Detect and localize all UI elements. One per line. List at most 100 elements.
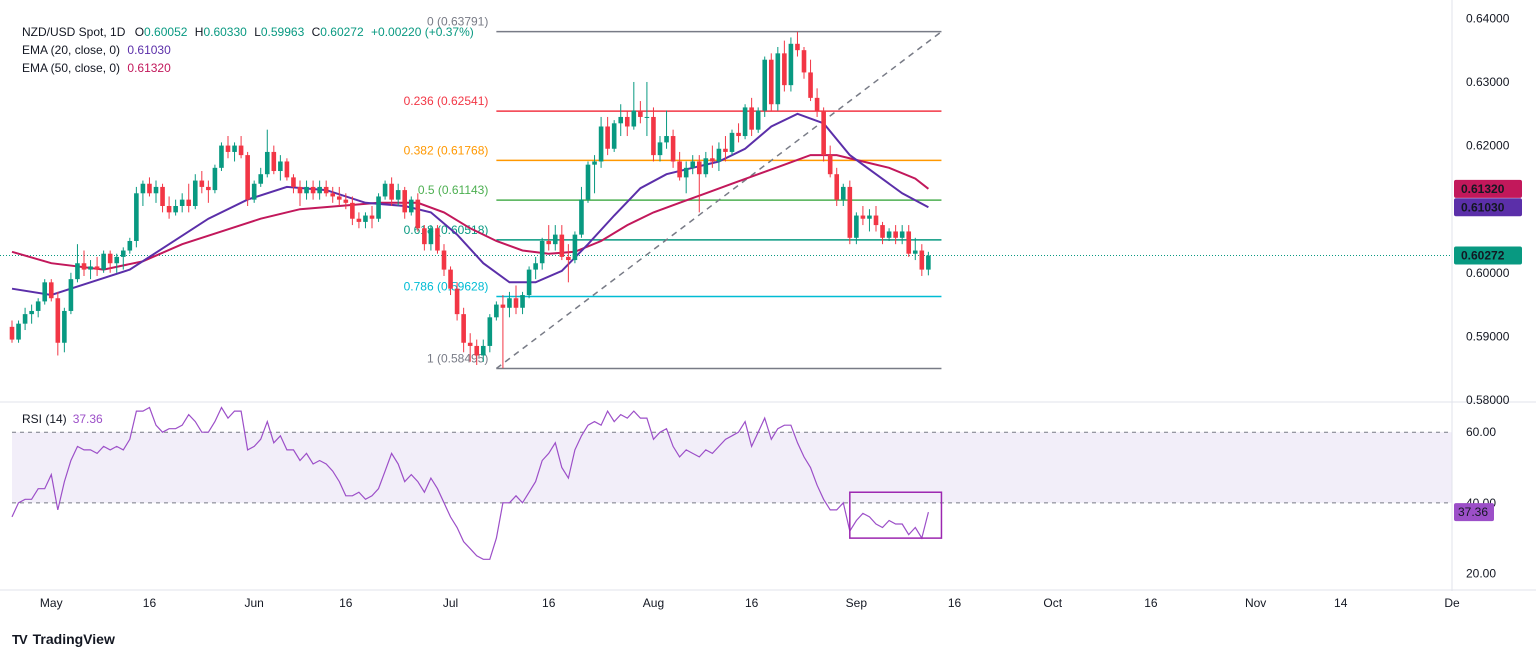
candle bbox=[768, 53, 774, 111]
candle bbox=[782, 40, 787, 92]
candle bbox=[618, 104, 624, 137]
candle bbox=[487, 314, 493, 353]
candle-body bbox=[454, 288, 460, 315]
rsi-legend[interactable]: RSI (14) 37.36 bbox=[22, 412, 103, 426]
candle-body bbox=[297, 186, 303, 194]
candle-body bbox=[310, 186, 316, 194]
candle-body bbox=[546, 240, 552, 245]
candle bbox=[127, 237, 133, 254]
candle bbox=[16, 320, 21, 343]
candle-body bbox=[566, 256, 571, 261]
candle-body bbox=[271, 151, 277, 172]
candle-body bbox=[402, 190, 408, 213]
ema20-value: 0.61030 bbox=[127, 43, 171, 57]
price-tick-label: 0.64000 bbox=[1466, 11, 1510, 25]
rsi-label: RSI (14) bbox=[22, 412, 67, 426]
price-badge-label: 0.61320 bbox=[1461, 182, 1505, 196]
candle-body bbox=[782, 53, 787, 86]
candle-body bbox=[840, 186, 846, 200]
candle bbox=[323, 180, 329, 197]
candle bbox=[638, 101, 643, 124]
candle-body bbox=[127, 240, 133, 251]
candle-body bbox=[219, 145, 224, 168]
candle-body bbox=[912, 250, 918, 254]
time-tick-label: Oct bbox=[1043, 596, 1062, 610]
candle bbox=[107, 250, 113, 273]
ema20-row[interactable]: EMA (20, close, 0) 0.61030 bbox=[22, 41, 474, 59]
candle bbox=[225, 136, 231, 159]
candle-body bbox=[173, 206, 178, 213]
candle bbox=[192, 174, 198, 210]
candle-body bbox=[755, 110, 761, 130]
candle bbox=[330, 186, 336, 203]
candle bbox=[579, 186, 584, 238]
candle-body bbox=[605, 126, 610, 149]
candle-body bbox=[382, 183, 388, 197]
ema50-value: 0.61320 bbox=[127, 61, 171, 75]
candle bbox=[723, 136, 728, 162]
candle bbox=[886, 228, 892, 241]
candle bbox=[55, 291, 61, 356]
candle bbox=[428, 225, 434, 251]
candle-body bbox=[428, 228, 434, 245]
candle bbox=[749, 97, 754, 137]
candle-body bbox=[179, 199, 185, 206]
candle bbox=[533, 256, 538, 280]
candle-body bbox=[677, 161, 682, 178]
candle-body bbox=[670, 136, 676, 162]
tradingview-brand[interactable]: TV TradingView bbox=[12, 631, 115, 647]
candle-body bbox=[533, 263, 538, 270]
candle bbox=[147, 177, 152, 197]
candle bbox=[310, 180, 316, 200]
candle bbox=[68, 272, 74, 315]
candle bbox=[173, 199, 178, 216]
candle bbox=[258, 167, 264, 187]
candle-body bbox=[186, 199, 192, 206]
candle bbox=[186, 183, 192, 213]
tradingview-name: TradingView bbox=[32, 631, 115, 647]
ema50-line bbox=[11, 154, 930, 271]
candle bbox=[500, 295, 506, 369]
candle bbox=[422, 225, 427, 251]
time-tick-label: De bbox=[1444, 596, 1460, 610]
price-badge bbox=[1454, 246, 1522, 265]
candle-body bbox=[251, 183, 257, 200]
candle-body bbox=[336, 196, 342, 200]
candle-body bbox=[592, 161, 597, 165]
symbol-label[interactable]: NZD/USD Spot, 1D bbox=[22, 25, 126, 39]
candle bbox=[219, 142, 224, 172]
candle bbox=[304, 180, 309, 200]
fib-trendline bbox=[495, 31, 942, 370]
candle bbox=[834, 167, 840, 206]
candle bbox=[552, 225, 558, 251]
candle-body bbox=[618, 116, 624, 124]
ema50-row[interactable]: EMA (50, close, 0) 0.61320 bbox=[22, 59, 474, 77]
time-tick-label: Jul bbox=[443, 596, 458, 610]
time-tick-label: May bbox=[40, 596, 63, 610]
candle bbox=[238, 136, 244, 159]
candle-body bbox=[42, 282, 48, 302]
candle bbox=[912, 237, 918, 261]
candle bbox=[520, 291, 525, 315]
close-value: 0.60272 bbox=[320, 25, 364, 39]
candle bbox=[232, 142, 237, 162]
tradingview-logo-icon: TV bbox=[12, 631, 28, 647]
candle bbox=[134, 186, 139, 248]
time-tick-label: 16 bbox=[542, 596, 556, 610]
candle bbox=[42, 279, 48, 305]
candle-body bbox=[120, 250, 126, 257]
high-value: 0.60330 bbox=[203, 25, 247, 39]
time-tick-label: 16 bbox=[745, 596, 759, 610]
candle bbox=[48, 279, 54, 302]
candle bbox=[376, 193, 381, 222]
candle bbox=[566, 244, 571, 283]
time-tick-label: Aug bbox=[643, 596, 664, 610]
candle-body bbox=[821, 110, 826, 156]
candle bbox=[264, 129, 270, 178]
candle-body bbox=[323, 186, 329, 194]
candle bbox=[343, 193, 349, 210]
candle-body bbox=[68, 279, 74, 311]
candle-body bbox=[81, 263, 87, 270]
rsi-line bbox=[11, 406, 943, 560]
